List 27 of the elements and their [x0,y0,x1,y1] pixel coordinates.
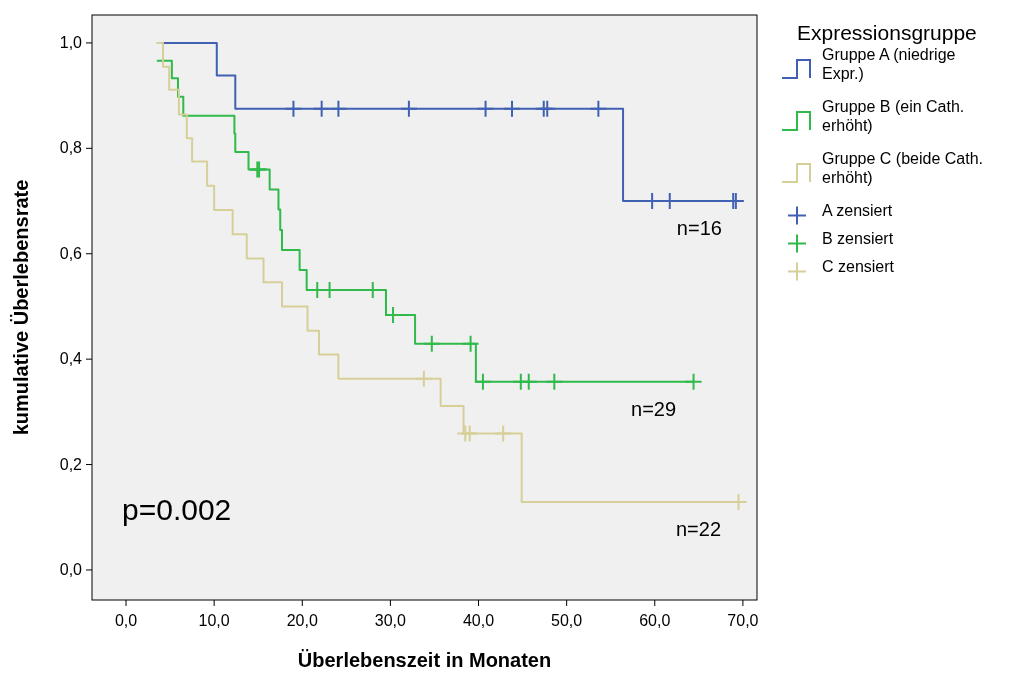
annotation: n=16 [676,217,722,240]
y-tick-label: 0,6 [59,244,83,262]
y-tick-label: 0,4 [59,350,83,368]
legend-label: A zensiert [822,202,893,219]
y-tick-label: 0,8 [59,139,83,157]
y-tick-label: 1,0 [59,33,83,51]
x-tick-label: 30,0 [374,612,407,629]
legend-label: Gruppe B (ein Cath. erhöht) [822,98,965,134]
annotation: n=29 [631,397,677,420]
x-tick-label: 10,0 [198,612,230,629]
annotation: p=0.002 [122,493,232,526]
legend-label: Gruppe C (beide Cath. erhöht) [822,150,983,186]
legend-label: Gruppe A (niedrige Expr.) [822,46,956,82]
x-tick-label: 20,0 [286,612,318,629]
x-tick-label: 70,0 [727,612,759,629]
y-tick-label: 0,2 [59,455,83,473]
legend-label: C zensiert [822,258,895,275]
x-tick-label: 0,0 [114,612,138,629]
y-tick-label: 0,0 [59,560,83,578]
y-axis-title: kumulative Überlebensrate [10,179,32,436]
legend-title: Expressionsgruppe [797,21,977,44]
x-tick-label: 40,0 [462,612,495,629]
x-tick-label: 60,0 [639,612,671,629]
annotation: n=22 [675,517,722,540]
legend-label: B zensiert [822,230,894,247]
x-axis-title: Überlebenszeit in Monaten [297,649,552,671]
x-tick-label: 50,0 [551,612,583,629]
